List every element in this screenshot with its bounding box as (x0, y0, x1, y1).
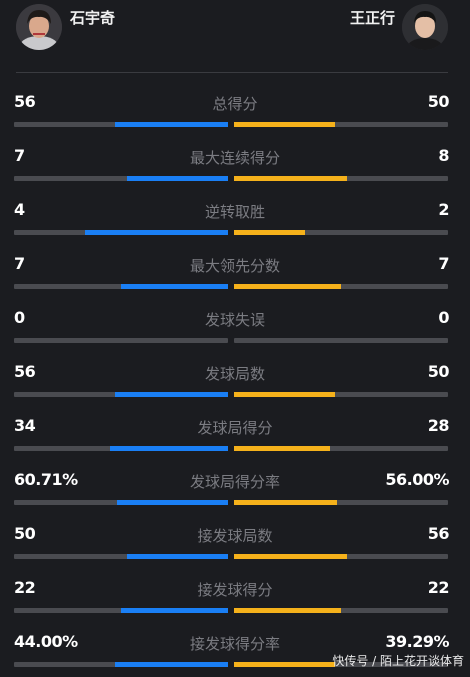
stat-left-value: 7 (14, 146, 25, 165)
stat-label: 最大领先分数 (189, 257, 280, 275)
stat-left-value: 4 (14, 200, 25, 219)
stat-label: 接发球局数 (197, 527, 273, 545)
stat-left-value: 50 (14, 524, 36, 543)
stat-left-fill (114, 122, 228, 127)
stat-left-value: 34 (14, 416, 36, 435)
stat-row: 56 总得分 50 (0, 83, 470, 137)
stat-right-fill (234, 554, 348, 559)
stat-right-bar (234, 284, 448, 289)
player-left-name: 石宇奇 (70, 9, 116, 27)
stat-right-fill (234, 608, 341, 613)
stat-row: 0 发球失误 0 (0, 299, 470, 353)
stat-left-value: 56 (14, 362, 36, 381)
stat-right-bar (234, 230, 448, 235)
stat-left-value: 44.00% (14, 632, 78, 651)
player-left-avatar[interactable] (16, 4, 62, 50)
header-divider (16, 72, 448, 73)
watermark: 快传号 / 陌上花开谈体育 (332, 654, 464, 668)
stat-row: 60.71% 发球局得分率 56.00% (0, 461, 470, 515)
stat-left-bar (14, 392, 228, 397)
stat-right-bar (234, 554, 448, 559)
stat-left-value: 56 (14, 92, 36, 111)
stat-label: 最大连续得分 (189, 149, 280, 167)
stat-right-value: 0 (438, 308, 449, 327)
stat-left-bar (14, 608, 228, 613)
stat-right-value: 2 (438, 200, 449, 219)
stat-left-fill (110, 446, 228, 451)
stat-row: 7 最大领先分数 7 (0, 245, 470, 299)
stat-left-fill (121, 284, 228, 289)
stat-right-value: 28 (427, 416, 450, 435)
stat-right-value: 56 (427, 524, 450, 543)
stat-label: 发球局数 (204, 365, 265, 383)
stat-left-value: 60.71% (14, 470, 78, 489)
stat-right-bar (234, 662, 448, 667)
stat-label: 接发球得分 (197, 581, 273, 599)
stat-right-value: 39.29% (385, 632, 449, 651)
stat-right-bar (234, 176, 448, 181)
stat-row: 4 逆转取胜 2 (0, 191, 470, 245)
stat-right-bar (234, 608, 448, 613)
player-right-name: 王正行 (349, 9, 395, 27)
stat-label: 总得分 (212, 95, 258, 113)
stat-left-value: 0 (14, 308, 25, 327)
player-right-avatar[interactable] (402, 4, 448, 50)
stat-right-value: 7 (438, 254, 449, 273)
stat-right-bar (234, 446, 448, 451)
stat-row: 34 发球局得分 28 (0, 407, 470, 461)
stat-right-fill (234, 392, 335, 397)
stat-right-bar (234, 500, 448, 505)
stat-right-fill (234, 662, 335, 667)
stat-right-value: 50 (427, 92, 450, 111)
stat-right-bar (234, 122, 448, 127)
stat-left-value: 7 (14, 254, 25, 273)
stat-right-value: 22 (427, 578, 450, 597)
stat-left-bar (14, 338, 228, 343)
stat-label: 逆转取胜 (204, 203, 265, 221)
stat-left-fill (114, 662, 228, 667)
stat-left-fill (127, 176, 228, 181)
stat-left-bar (14, 284, 228, 289)
stat-left-bar (14, 230, 228, 235)
stat-row: 22 接发球得分 22 (0, 569, 470, 623)
stat-label: 发球失误 (204, 311, 265, 329)
stat-left-fill (114, 392, 228, 397)
stat-right-bar (234, 392, 448, 397)
stat-label: 发球局得分率 (189, 473, 280, 491)
stat-left-bar (14, 176, 228, 181)
stat-row: 7 最大连续得分 8 (0, 137, 470, 191)
match-header: 石宇奇 王正行 (0, 0, 470, 60)
stat-left-fill (84, 230, 228, 235)
stat-left-bar (14, 446, 228, 451)
stat-right-fill (234, 500, 337, 505)
stat-right-fill (234, 122, 335, 127)
stat-right-fill (234, 230, 305, 235)
stat-left-bar (14, 500, 228, 505)
stat-left-fill (116, 500, 228, 505)
stat-right-value: 56.00% (385, 470, 449, 489)
stat-row: 50 接发球局数 56 (0, 515, 470, 569)
stat-right-fill (234, 284, 341, 289)
stat-right-fill (234, 176, 348, 181)
stat-left-fill (127, 554, 228, 559)
stat-right-bar (234, 338, 448, 343)
stat-right-value: 50 (427, 362, 450, 381)
stat-label: 接发球得分率 (189, 635, 280, 653)
stat-left-bar (14, 554, 228, 559)
stat-right-value: 8 (438, 146, 449, 165)
stats-list: 56 总得分 50 7 最大连续得分 8 4 逆转取胜 2 7 最大领先分数 7 0 发球失误 0 56 发球局… (0, 83, 470, 677)
stat-left-fill (121, 608, 228, 613)
stat-left-value: 22 (14, 578, 36, 597)
stat-label: 发球局得分 (197, 419, 273, 437)
stat-left-bar (14, 662, 228, 667)
stat-row: 44.00% 接发球得分率 39.29% (0, 623, 470, 677)
stat-right-fill (234, 446, 331, 451)
stat-row: 56 发球局数 50 (0, 353, 470, 407)
stat-left-bar (14, 122, 228, 127)
